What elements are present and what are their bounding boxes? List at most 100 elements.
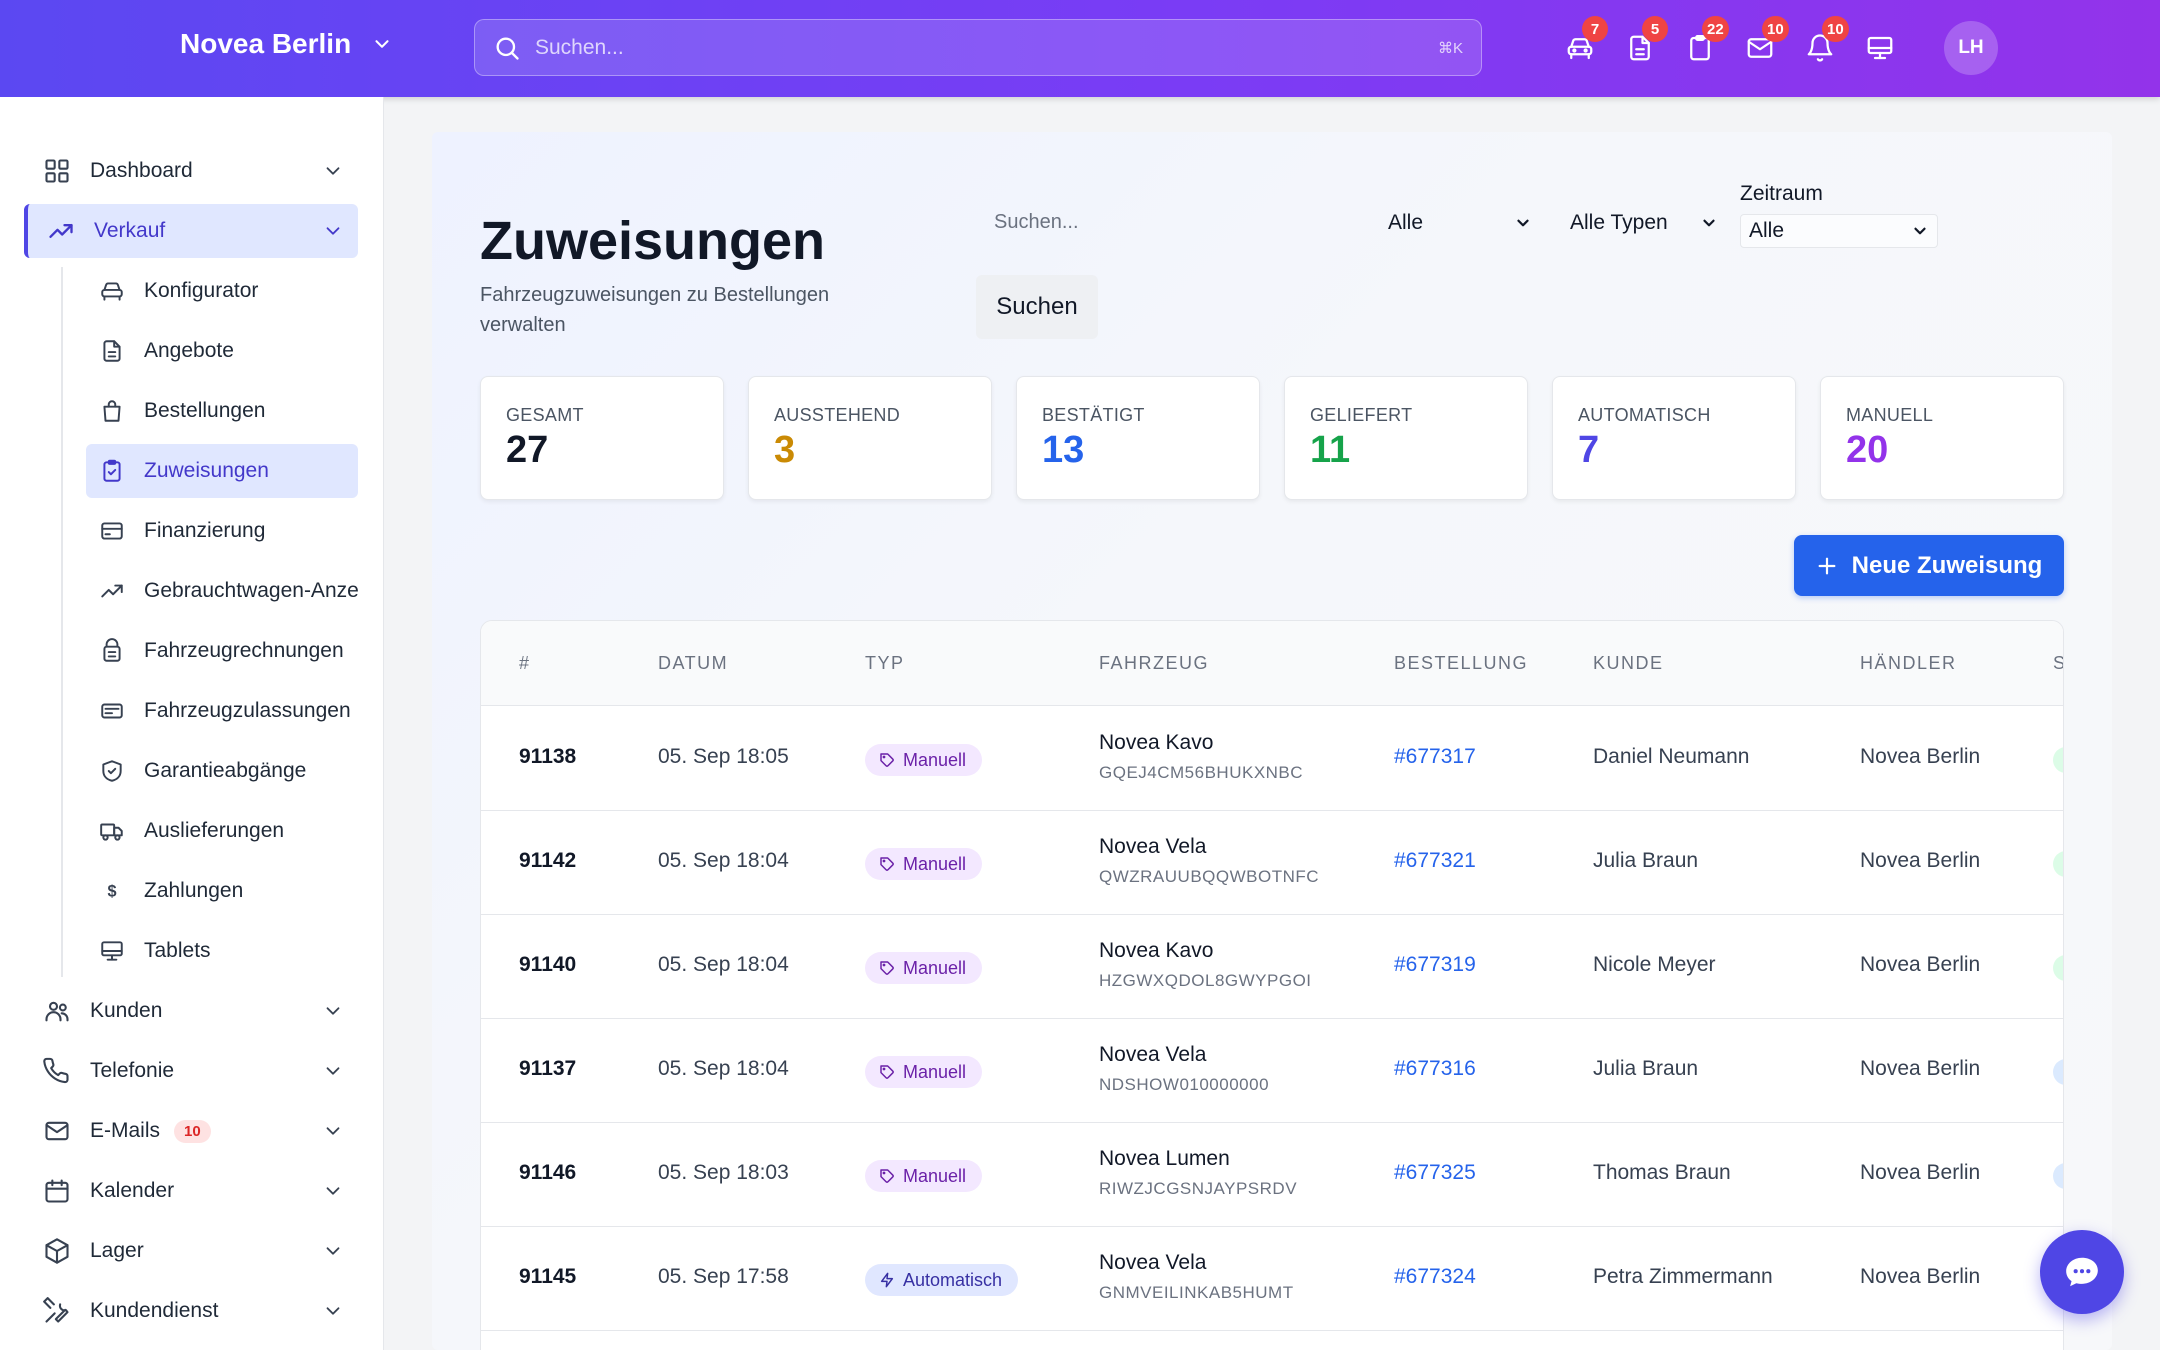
row-dealer: Novea Berlin [1860, 1057, 1981, 1080]
row-vehicle: Novea Lumen [1099, 1147, 1230, 1170]
column-header-dealer[interactable]: HÄNDLER [1860, 653, 1957, 673]
sidebar-subitem-tablets[interactable]: Tablets [86, 924, 358, 978]
sidebar-subitem-angebote[interactable]: Angebote [86, 324, 358, 378]
sidebar-item-telefonie[interactable]: Telefonie [24, 1044, 358, 1098]
dollar-icon: $ [107, 882, 116, 900]
row-order-link[interactable]: #677324 [1394, 1265, 1476, 1288]
status-select[interactable]: Alle [1380, 205, 1540, 241]
document-icon [103, 340, 121, 362]
stat-label: GELIEFERT [1310, 405, 1413, 425]
row-order-link[interactable]: #677321 [1394, 849, 1476, 872]
notifications-button[interactable]: 10 [1800, 16, 1849, 80]
status-badge [2053, 747, 2063, 773]
sidebar-subitem-label: Bestellungen [144, 399, 266, 422]
sidebar-item-kunden[interactable]: Kunden [24, 984, 358, 1038]
tag-icon [880, 753, 894, 767]
svg-text:$: $ [107, 882, 116, 900]
new-assignment-button[interactable]: Neue Zuweisung [1794, 535, 2064, 596]
row-order-link[interactable]: #677316 [1394, 1057, 1476, 1080]
sidebar-subitem-finanzierung[interactable]: Finanzierung [86, 504, 358, 558]
global-search[interactable]: ⌘K [474, 19, 1482, 76]
dealer-switcher[interactable]: Novea Berlin [180, 28, 393, 60]
row-dealer: Novea Berlin [1860, 1161, 1981, 1184]
status-badge [2053, 851, 2063, 877]
global-search-input[interactable] [535, 35, 1438, 60]
stat-label: MANUELL [1846, 405, 1934, 425]
type-badge: Manuell [865, 1056, 983, 1088]
period-select[interactable]: Alle [1740, 214, 1938, 248]
sidebar-item-emails[interactable]: E-Mails 10 [24, 1104, 358, 1158]
type-select[interactable]: Alle Typen [1562, 205, 1726, 241]
table-header: # DATUM TYP FAHRZEUG BESTELLUNG KUNDE HÄ… [481, 621, 2063, 706]
tablet-icon [1867, 36, 1893, 60]
filter-search-input[interactable] [978, 202, 1338, 242]
sidebar-subitem-zahlungen[interactable]: $ Zahlungen [86, 864, 358, 918]
sidebar-subitem-fahrzeugrechnungen[interactable]: Fahrzeugrechnungen [86, 624, 358, 678]
period-label: Zeitraum [1740, 182, 1823, 205]
row-customer: Petra Zimmermann [1593, 1265, 1773, 1288]
row-order-link[interactable]: #677317 [1394, 745, 1476, 768]
stat-card-manuell: MANUELL 20 [1820, 376, 2064, 500]
type-badge-label: Automatisch [903, 1269, 1003, 1290]
column-header-id[interactable]: # [519, 653, 531, 673]
sidebar-item-kalender[interactable]: Kalender [24, 1164, 358, 1218]
stat-value: 11 [1310, 429, 1351, 471]
mail-button[interactable]: 10 [1740, 16, 1789, 80]
column-header-status[interactable]: S [2053, 653, 2063, 674]
table-row[interactable]: 91145 05. Sep 17:58 Automatisch Novea Ve… [481, 1227, 2063, 1331]
search-icon [496, 37, 519, 60]
table-row[interactable]: 91142 05. Sep 18:04 Manuell Novea Vela Q… [481, 811, 2063, 915]
grid-icon [45, 159, 69, 183]
row-vin: HZGWXQDOL8GWYPGOI [1099, 971, 1312, 990]
table-row[interactable]: 91140 05. Sep 18:04 Manuell Novea Kavo H… [481, 915, 2063, 1019]
row-order-link[interactable]: #677325 [1394, 1161, 1476, 1184]
sidebar-subitem-label: Garantieabgänge [144, 759, 307, 782]
chat-button[interactable] [2040, 1230, 2124, 1314]
box-icon [45, 1238, 69, 1264]
sidebar-subitem-garantie[interactable]: Garantieabgänge [86, 744, 358, 798]
chevron-down-icon [326, 1307, 340, 1315]
table-row[interactable]: 91146 05. Sep 18:03 Manuell Novea Lumen … [481, 1123, 2063, 1227]
row-vehicle: Novea Kavo [1099, 731, 1214, 754]
car-icon [1567, 38, 1593, 60]
chevron-down-icon [1517, 219, 1529, 227]
sidebar-subitem-auslieferungen[interactable]: Auslieferungen [86, 804, 358, 858]
tablet-icon [101, 941, 123, 961]
row-vin: NDSHOW010000000 [1099, 1075, 1270, 1094]
page-title: Zuweisungen [480, 211, 826, 271]
column-header-customer[interactable]: KUNDE [1593, 653, 1664, 673]
sidebar-item-verkauf[interactable]: Verkauf [24, 204, 358, 258]
column-header-type[interactable]: TYP [865, 653, 905, 673]
column-header-vehicle[interactable]: FAHRZEUG [1099, 653, 1210, 673]
tablet-button[interactable] [1860, 16, 1900, 80]
documents-button[interactable]: 5 [1620, 16, 1668, 80]
sidebar-item-label: Kundendienst [90, 1299, 219, 1322]
plus-icon [1818, 557, 1836, 574]
table-row[interactable]: 91138 05. Sep 18:05 Manuell Novea Kavo G… [481, 707, 2063, 811]
type-badge: Automatisch [865, 1264, 1019, 1296]
row-vin: GQEJ4CM56BHUKXNBC [1099, 763, 1304, 782]
row-order-link[interactable]: #677319 [1394, 953, 1476, 976]
tasks-button[interactable]: 22 [1680, 16, 1729, 80]
sidebar-subitem-konfigurator[interactable]: Konfigurator [86, 264, 358, 318]
filter-search-button[interactable]: Suchen [976, 275, 1098, 339]
sidebar-subitem-zuweisungen[interactable]: Zuweisungen [86, 444, 358, 498]
sidebar-subitem-fahrzeugzulassungen[interactable]: Fahrzeugzulassungen [86, 684, 358, 738]
avatar[interactable]: LH [1944, 21, 1998, 75]
sidebar-subitem-label: Tablets [144, 939, 211, 962]
sidebar-subitem-gebrauchtwagen[interactable]: Gebrauchtwagen-Anzeigen [86, 564, 358, 618]
row-id: 91138 [519, 745, 577, 768]
column-header-date[interactable]: DATUM [658, 653, 729, 673]
sidebar-item-label: Verkauf [94, 219, 166, 242]
sidebar-item-kundendienst[interactable]: Kundendienst [24, 1284, 358, 1338]
sidebar-subitem-bestellungen[interactable]: Bestellungen [86, 384, 358, 438]
mail-icon [1747, 38, 1773, 58]
sidebar-item-dashboard[interactable]: Dashboard [24, 144, 358, 198]
column-header-order[interactable]: BESTELLUNG [1394, 653, 1529, 673]
sidebar-item-lager[interactable]: Lager [24, 1224, 358, 1278]
stat-value: 20 [1846, 429, 1889, 471]
vehicles-button[interactable]: 7 [1560, 16, 1608, 80]
notification-badge: 22 [1702, 16, 1729, 42]
table-row[interactable]: 91137 05. Sep 18:04 Manuell Novea Vela N… [481, 1019, 2063, 1123]
sidebar-subitem-label: Fahrzeugzulassungen [144, 699, 351, 722]
